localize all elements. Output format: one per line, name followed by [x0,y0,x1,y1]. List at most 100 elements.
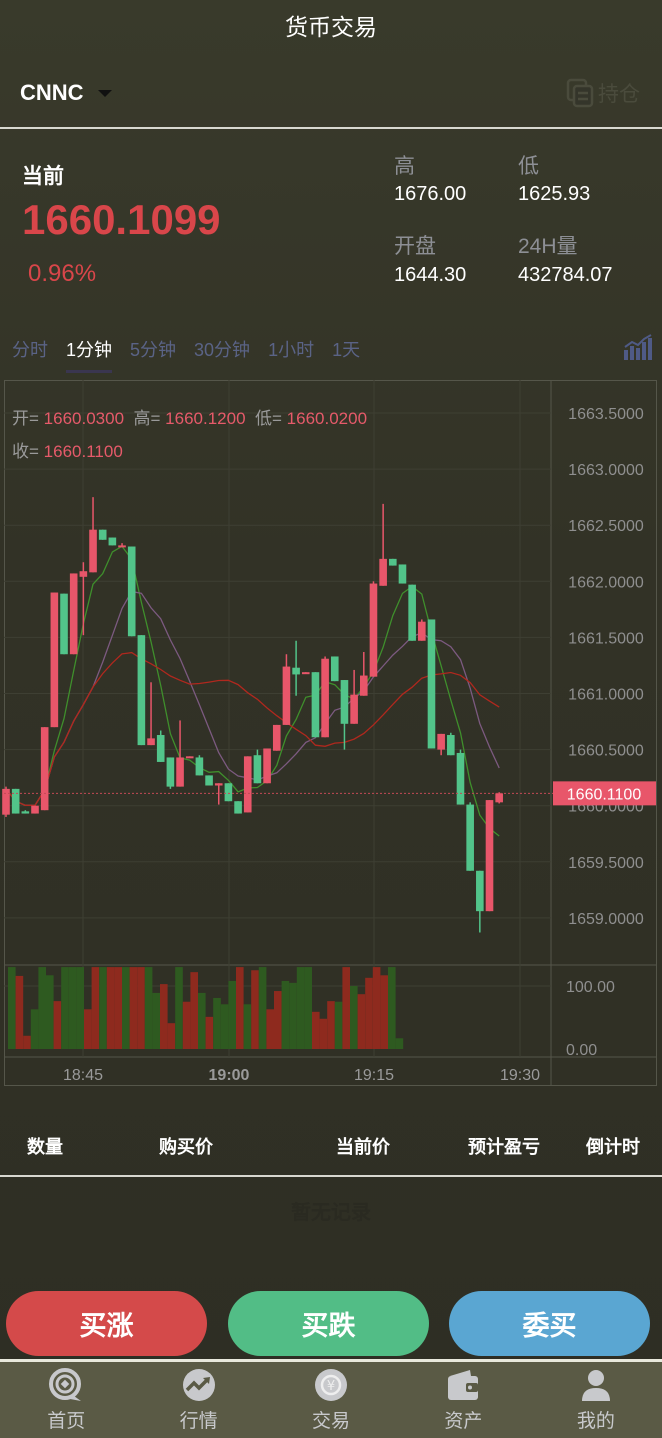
candle-body [301,672,310,675]
nav-home-label: 首页 [47,1411,86,1432]
price-tick: 1659.0000 [568,911,644,928]
svg-text:¥: ¥ [327,1379,335,1394]
high-label: 高= [133,409,161,428]
candle [253,749,262,784]
volume-bar [76,967,84,1049]
volume-bar [15,975,24,1049]
interval-tabs: 分时 1分钟 5分钟 30分钟 1小时 1天 [12,336,378,373]
volume-bar [312,1011,320,1049]
candle [176,720,184,787]
candle-body [427,619,436,749]
volume-24h-label: 24H量 [518,235,578,258]
open-value: 1660.0300 [43,409,125,428]
holdings-label: 持仓 [598,83,640,106]
candle [456,749,465,805]
candle-body [137,635,146,746]
volume-bar [388,967,396,1049]
nav-mine[interactable]: 我的 [530,1362,662,1438]
candle-body [166,757,175,787]
volume-bar [266,1009,274,1049]
tab-interval-4[interactable]: 1小时 [268,340,315,360]
bottom-nav: 首页 行情 ¥ 交易 资产 我的 [0,1362,662,1438]
col-buy-price: 购买价 [159,1137,213,1157]
time-tick: 19:00 [209,1067,250,1084]
symbol-selector[interactable]: CNNC [20,80,112,106]
high-label: 高 [394,155,415,178]
candle-body [205,775,213,786]
price-tick: 1659.5000 [568,855,644,872]
buy-up-button[interactable]: 买涨 [6,1291,207,1356]
current-label: 当前 [22,165,64,188]
volume-bar [114,967,122,1049]
tab-interval-1[interactable]: 1分钟 [66,336,113,373]
candle [282,654,291,725]
candle [205,775,213,786]
entrust-buy-button[interactable]: 委买 [449,1291,650,1356]
price-tick: 1661.5000 [568,630,644,647]
candle-body [359,675,368,696]
low-value: 1660.0200 [286,409,368,428]
open-label: 开= [12,409,39,428]
indicator-chart-icon[interactable] [623,334,653,360]
volume-bar [304,967,312,1049]
nav-home[interactable]: 首页 [0,1362,132,1438]
candle [447,732,455,756]
tab-interval-0[interactable]: 分时 [12,340,48,360]
high-value: 1660.1200 [165,409,246,428]
candle [389,558,397,566]
buy-down-button[interactable]: 买跌 [228,1291,429,1356]
time-tick: 19:30 [500,1067,540,1084]
col-countdown: 倒计时 [586,1137,640,1157]
volume-bar [68,967,77,1049]
volume-bar [152,992,160,1049]
holdings-button[interactable]: 持仓 [566,78,640,108]
candle-body [40,727,49,811]
col-current-price: 当前价 [336,1137,390,1157]
nav-assets[interactable]: 资产 [397,1362,529,1438]
volume-bar [46,975,54,1049]
volume-bar [160,984,168,1049]
holdings-icon [566,78,594,108]
candle [418,619,426,641]
candle-body [456,752,465,805]
nav-market-label: 行情 [179,1411,218,1432]
volume-bar [144,967,153,1049]
candle [330,656,339,682]
candle-body [234,801,242,814]
caret-down-icon [97,89,112,97]
volume-bar [213,997,221,1049]
close-label: 收= [12,442,39,461]
nav-trade[interactable]: ¥ 交易 [265,1362,397,1438]
symbol-name: CNNC [20,80,84,105]
volume-bar [190,972,198,1049]
candle-body [127,546,136,637]
candle-body [118,545,126,548]
candle [359,651,368,696]
candle [301,672,310,675]
price-tick: 1663.5000 [568,406,644,423]
candle [243,756,252,813]
candle-body [224,783,233,802]
tab-interval-3[interactable]: 30分钟 [194,340,251,360]
volume-bar [357,994,366,1049]
nav-market[interactable]: 行情 [132,1362,264,1438]
candle-body [31,805,39,814]
volume-bar [205,1016,214,1049]
volume-bar [380,975,388,1049]
nav-mine-label: 我的 [576,1411,615,1432]
candle [311,672,320,738]
user-icon [581,1370,610,1401]
col-quantity: 数量 [27,1137,63,1157]
tab-interval-5[interactable]: 1天 [332,340,361,360]
candle [11,788,20,814]
close-readout: 收= 1660.1100 [12,437,123,462]
candle [234,801,242,814]
candle-body [69,573,78,655]
kline-chart[interactable]: 1663.5000 1663.0000 1662.5000 1662.0000 1661… [0,380,662,1088]
candle-body [379,558,387,586]
candle-body [389,558,397,566]
candle-body [321,658,329,738]
tab-interval-2[interactable]: 5分钟 [130,340,177,360]
candle-body [263,748,271,784]
candle-body [214,783,223,786]
